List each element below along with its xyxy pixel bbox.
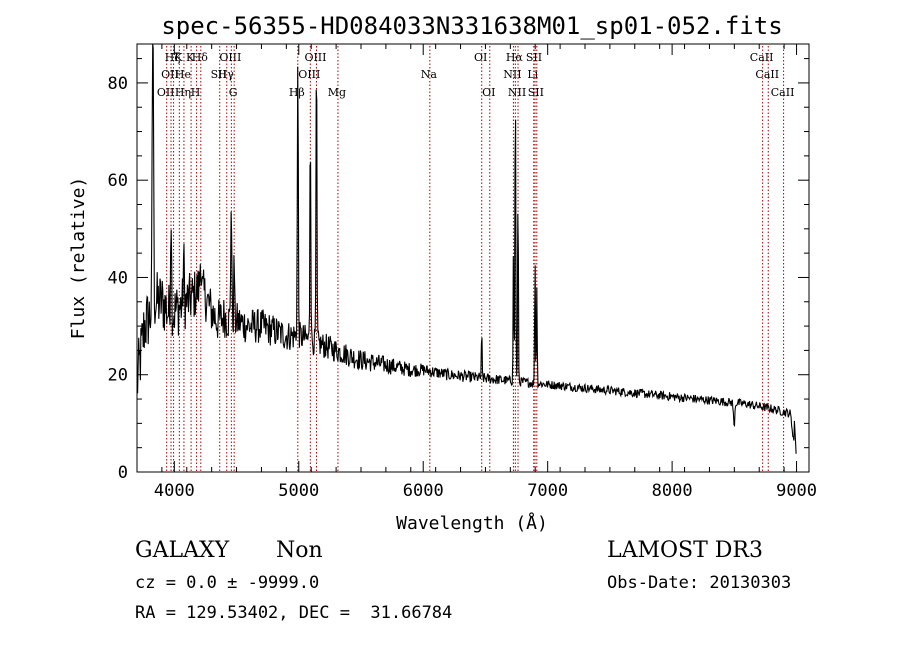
line-marker-label: OIII — [219, 51, 241, 64]
x-tick-label: 7000 — [527, 481, 568, 501]
y-tick-label: 80 — [108, 74, 128, 94]
line-marker-label: Mg — [328, 86, 346, 99]
line-marker-label: Na — [421, 68, 438, 81]
coordinates: RA = 129.53402, DEC = 31.66784 — [135, 603, 453, 623]
x-tick-label: 5000 — [278, 481, 319, 501]
line-marker-label: OI — [474, 51, 487, 64]
line-marker-label: SII — [526, 51, 542, 64]
spectrum-chart: spec-56355-HD084033N331638M01_sp01-052.f… — [68, 12, 817, 534]
object-class: GALAXY — [135, 538, 230, 563]
spectrum-series-line — [136, 43, 797, 454]
line-marker-label: SII — [211, 68, 227, 81]
y-tick-label: 20 — [108, 366, 128, 386]
line-marker-label: OI — [482, 86, 495, 99]
line-marker-label: OIII — [298, 68, 320, 81]
survey-name: LAMOST DR3 — [607, 538, 763, 563]
line-marker-label: OII — [157, 86, 175, 99]
y-tick-label: 0 — [118, 463, 128, 483]
line-marker-label: Hα — [506, 51, 524, 64]
y-tick-label: 40 — [108, 268, 128, 288]
line-marker-label: G — [229, 86, 238, 99]
y-tick-label: 60 — [108, 171, 128, 191]
line-marker-label: Hγ — [218, 68, 235, 81]
x-axis: 4000 5000 6000 7000 8000 9000 — [136, 44, 817, 501]
line-marker-label: H — [191, 86, 201, 99]
x-tick-label: 8000 — [652, 481, 693, 501]
line-marker-label: Li — [527, 68, 538, 81]
line-marker-label: Hβ — [289, 86, 305, 99]
line-marker-label: CaII — [750, 51, 774, 64]
line-marker-label: OII — [161, 68, 179, 81]
line-marker-label: Hζ — [165, 51, 181, 64]
line-marker-label: Hδ — [192, 51, 209, 64]
line-marker-label: CaII — [771, 86, 795, 99]
redshift-readout: cz = 0.0 ± -9999.0 — [135, 573, 320, 593]
line-marker-label: SII — [528, 86, 544, 99]
line-marker-label: He — [175, 68, 191, 81]
line-marker-label: OIII — [304, 51, 326, 64]
object-subclass: Non — [276, 538, 323, 563]
x-tick-label: 6000 — [403, 481, 444, 501]
line-marker-label: K — [186, 51, 195, 64]
y-axis: 0 20 40 60 80 — [108, 58, 809, 483]
x-tick-label: 4000 — [154, 481, 195, 501]
line-marker-label: CaII — [755, 68, 779, 81]
plot-frame — [136, 43, 810, 473]
line-marker-label: Hη — [175, 86, 191, 99]
y-axis-label: Flux (relative) — [68, 177, 89, 340]
obs-date: Obs-Date: 20130303 — [607, 573, 792, 593]
line-marker-label: NII — [508, 86, 526, 99]
x-axis-label: Wavelength (Å) — [396, 512, 548, 534]
chart-title: spec-56355-HD084033N331638M01_sp01-052.f… — [161, 12, 782, 40]
line-marker-label: K — [174, 51, 183, 64]
x-tick-label: 9000 — [776, 481, 817, 501]
line-marker-label: NII — [503, 68, 521, 81]
